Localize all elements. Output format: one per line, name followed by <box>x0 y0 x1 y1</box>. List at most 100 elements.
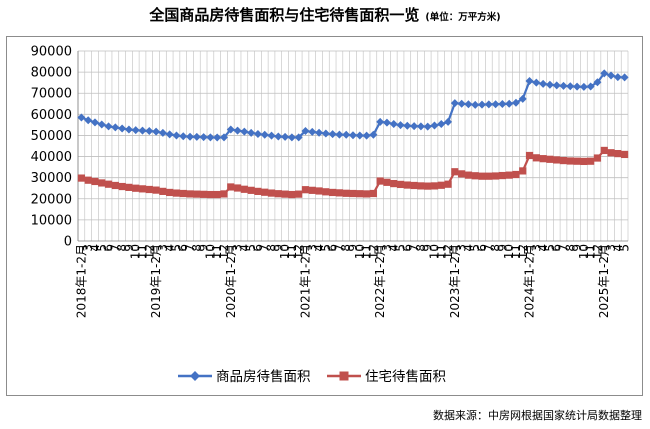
x-tick-label: 12 <box>292 244 306 259</box>
x-tick-label: 3 <box>380 244 394 252</box>
x-tick-label: 12 <box>366 244 380 259</box>
series-1-point <box>186 132 195 141</box>
x-tick-label: 4 <box>88 244 102 252</box>
series-1-point <box>607 71 616 80</box>
x-tick-label: 4 <box>163 244 177 252</box>
x-tick-label: 2020年1-2月 <box>224 244 238 318</box>
x-tick-label: 4 <box>536 244 550 252</box>
x-tick-label: 7 <box>183 244 197 252</box>
series-1-point <box>498 99 507 108</box>
series-1-point <box>287 133 296 142</box>
series-2-point <box>621 150 629 159</box>
x-tick-label: 5 <box>244 244 258 252</box>
series-1-point <box>545 80 554 89</box>
x-tick-label: 8 <box>115 244 129 252</box>
series-2-point <box>593 154 602 162</box>
series-2-point <box>437 181 445 189</box>
x-tick-label: 10 <box>278 244 292 259</box>
series-2-point <box>464 171 473 179</box>
series-1-point <box>559 81 568 90</box>
series-1-point <box>90 118 99 127</box>
series-2-point <box>166 188 174 197</box>
chart-title: 全国商品房待售面积与住宅待售面积一览 <box>149 6 420 24</box>
x-tick-label: 7 <box>482 244 496 252</box>
series-1-point <box>233 126 242 135</box>
series-2-point <box>478 172 486 180</box>
series-2-point <box>505 171 513 179</box>
series-2-point <box>322 188 330 196</box>
series-1-point <box>213 133 222 142</box>
series-2-point <box>525 151 534 160</box>
series-2-point <box>132 184 140 192</box>
series-1-point <box>131 126 140 135</box>
x-tick-label: 12 <box>217 244 231 259</box>
x-tick-label: 6 <box>102 244 116 252</box>
grid-layer <box>77 50 629 242</box>
series-2-point <box>77 174 85 182</box>
series-1-point <box>437 120 446 129</box>
series-2-point <box>546 155 554 163</box>
series-2-point <box>430 182 439 190</box>
x-tick-label: 2021年1-2月 <box>298 244 312 318</box>
series-1-point <box>362 131 371 140</box>
series-1-point <box>97 120 106 129</box>
series-1-point <box>369 130 378 139</box>
x-tick-label: 4 <box>461 244 475 252</box>
x-tick-label: 8 <box>414 244 428 252</box>
x-tick-label: 2025年1-2月 <box>597 244 611 318</box>
series-2-point <box>295 190 303 198</box>
series-2-point <box>98 179 106 187</box>
x-tick-label: 6 <box>475 244 489 252</box>
series-1-point <box>566 82 575 91</box>
series-2-point <box>138 185 147 193</box>
series-1-point <box>328 130 337 139</box>
series-1-point <box>464 100 473 109</box>
series-1-point <box>281 132 290 141</box>
x-tick-label: 2023年1-2月 <box>448 244 462 318</box>
series-1-point <box>342 130 351 139</box>
series-1-point <box>124 125 133 134</box>
series-1-point <box>219 133 228 142</box>
x-tick-label: 10 <box>203 244 217 259</box>
series-2-point <box>587 157 595 165</box>
series-2-point <box>247 186 255 194</box>
series-1-point <box>77 113 86 122</box>
series-2-point <box>512 170 520 179</box>
series-2-point <box>261 188 269 196</box>
legend-marker-series2 <box>339 371 349 381</box>
series-2-point <box>254 187 262 195</box>
y-tick-label: 10000 <box>31 213 72 228</box>
series-2-point <box>329 188 337 197</box>
series-2-point <box>288 190 296 199</box>
series-1-point <box>396 121 405 130</box>
x-tick-label: 10 <box>577 244 591 259</box>
series-2-point <box>179 189 187 198</box>
x-tick-label: 3 <box>81 244 95 252</box>
series-2-point <box>417 182 425 190</box>
x-tick-label: 3 <box>604 244 618 252</box>
series-2-point <box>104 180 113 188</box>
series-2-point <box>539 155 547 163</box>
series-2-point <box>315 187 323 195</box>
x-tick-label: 4 <box>312 244 326 252</box>
series-2-point <box>301 186 310 194</box>
series-1-point <box>457 99 466 108</box>
series-2-point <box>559 156 568 165</box>
y-tick-label: 30000 <box>31 171 72 186</box>
series-1-point <box>532 78 541 87</box>
series-2-point <box>424 182 432 190</box>
legend: 商品房待售面积 住宅待售面积 <box>178 369 446 385</box>
series-2-point <box>118 182 126 191</box>
y-tick-label: 90000 <box>31 45 72 60</box>
x-tick-label: 12 <box>441 244 455 259</box>
x-tick-label: 6 <box>326 244 340 252</box>
x-tick-label: 5 <box>543 244 557 252</box>
series-2-point <box>519 167 527 175</box>
y-tick-label: 50000 <box>31 129 72 144</box>
series-1-point <box>301 127 310 136</box>
x-tick-label: 6 <box>176 244 190 252</box>
legend-marker-series1 <box>190 371 200 381</box>
series-1-point <box>518 94 527 103</box>
x-tick-label: 5 <box>618 244 632 252</box>
